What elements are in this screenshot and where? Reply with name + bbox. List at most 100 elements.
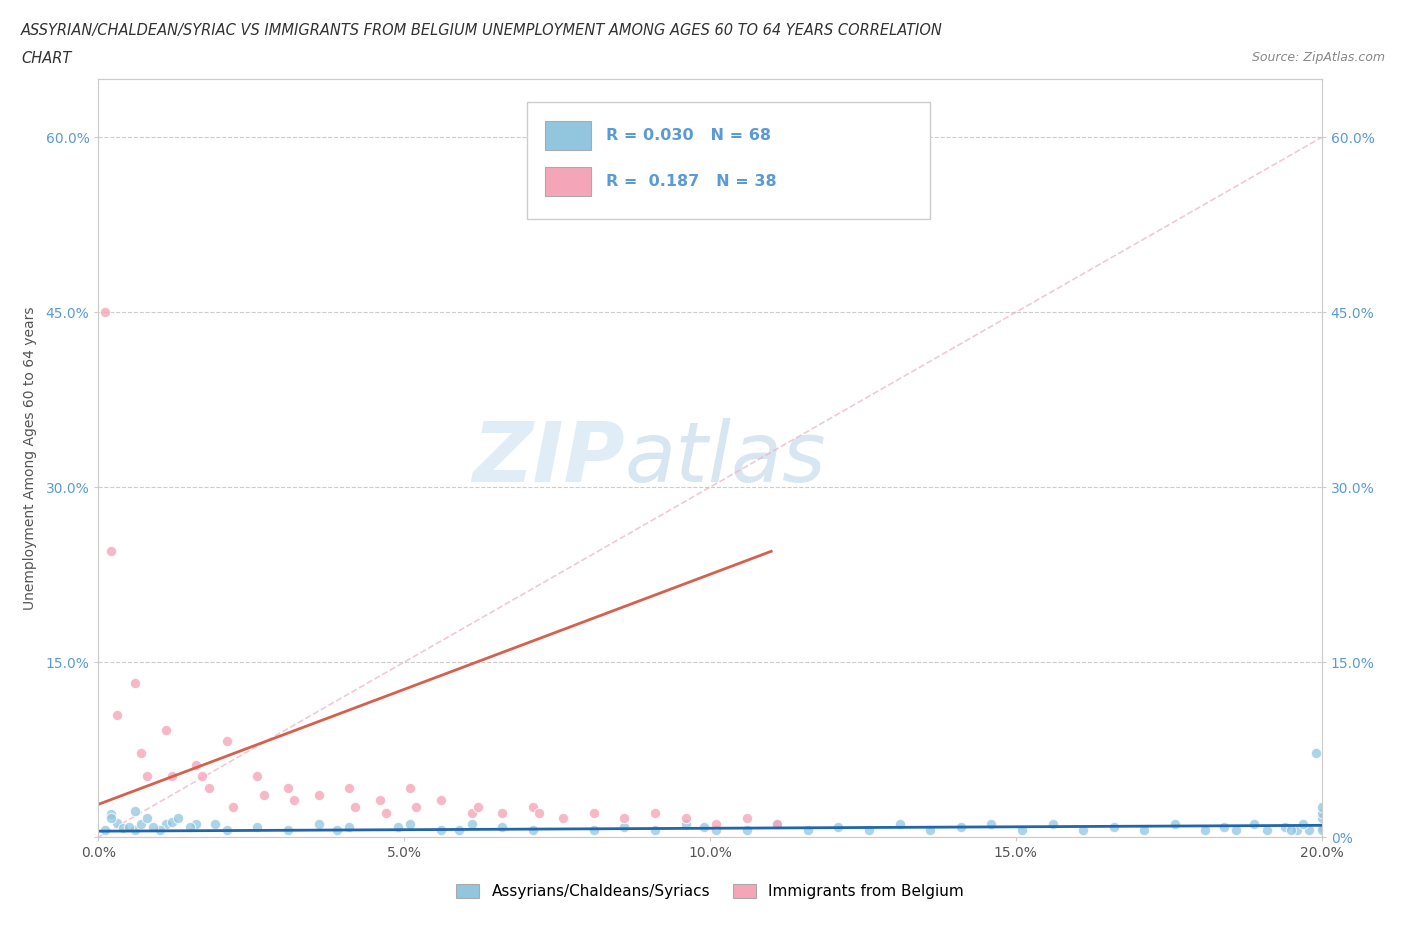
Point — [460, 817, 482, 831]
Point — [1292, 817, 1315, 831]
Point — [222, 799, 245, 814]
Point — [735, 811, 758, 826]
Point — [644, 805, 666, 820]
Point — [308, 788, 330, 803]
Point — [553, 811, 575, 826]
Point — [491, 805, 513, 820]
Point — [920, 822, 942, 837]
Point — [797, 822, 820, 837]
Point — [93, 305, 115, 320]
Point — [136, 811, 159, 826]
Point — [430, 792, 453, 807]
Point — [136, 769, 159, 784]
Point — [613, 819, 636, 834]
Text: R = 0.030   N = 68: R = 0.030 N = 68 — [606, 128, 770, 143]
Point — [337, 780, 360, 795]
Point — [105, 816, 128, 830]
Point — [613, 811, 636, 826]
Point — [337, 819, 360, 834]
Point — [827, 819, 849, 834]
Point — [124, 822, 146, 837]
Text: ZIP: ZIP — [472, 418, 624, 498]
Text: atlas: atlas — [624, 418, 827, 498]
Point — [100, 544, 122, 559]
Point — [704, 822, 727, 837]
Point — [1310, 819, 1333, 834]
Point — [1243, 817, 1265, 831]
Point — [277, 780, 299, 795]
Point — [215, 734, 238, 749]
Point — [326, 822, 349, 837]
Point — [399, 817, 422, 831]
Point — [277, 822, 299, 837]
Point — [449, 822, 471, 837]
Point — [93, 822, 115, 837]
Y-axis label: Unemployment Among Ages 60 to 64 years: Unemployment Among Ages 60 to 64 years — [22, 306, 37, 610]
Point — [129, 746, 152, 761]
Point — [246, 819, 269, 834]
Point — [527, 805, 550, 820]
Point — [889, 817, 911, 831]
Point — [129, 817, 152, 831]
Point — [858, 822, 880, 837]
Point — [1305, 746, 1327, 761]
Point — [368, 792, 391, 807]
Point — [693, 819, 716, 834]
Point — [1298, 822, 1320, 837]
Legend: Assyrians/Chaldeans/Syriacs, Immigrants from Belgium: Assyrians/Chaldeans/Syriacs, Immigrants … — [450, 878, 970, 905]
Point — [215, 822, 238, 837]
Point — [1042, 817, 1064, 831]
Point — [1102, 819, 1125, 834]
Point — [191, 769, 214, 784]
Point — [160, 769, 183, 784]
Point — [460, 805, 482, 820]
Point — [197, 780, 219, 795]
Point — [1256, 822, 1278, 837]
Point — [155, 723, 177, 737]
FancyBboxPatch shape — [526, 101, 931, 219]
Text: ASSYRIAN/CHALDEAN/SYRIAC VS IMMIGRANTS FROM BELGIUM UNEMPLOYMENT AMONG AGES 60 T: ASSYRIAN/CHALDEAN/SYRIAC VS IMMIGRANTS F… — [21, 23, 943, 38]
Point — [1310, 799, 1333, 814]
Point — [1225, 822, 1247, 837]
Point — [430, 822, 453, 837]
Point — [704, 817, 727, 831]
Point — [149, 822, 172, 837]
Point — [100, 811, 122, 826]
Point — [1133, 822, 1156, 837]
Point — [675, 817, 697, 831]
Point — [111, 820, 134, 835]
Text: R =  0.187   N = 38: R = 0.187 N = 38 — [606, 174, 776, 189]
Point — [100, 806, 122, 821]
Point — [1274, 819, 1296, 834]
Point — [155, 817, 177, 831]
Point — [186, 757, 208, 772]
Point — [644, 822, 666, 837]
Text: CHART: CHART — [21, 51, 72, 66]
Point — [766, 817, 789, 831]
Point — [252, 788, 274, 803]
Point — [980, 817, 1002, 831]
Point — [124, 675, 146, 690]
Text: Source: ZipAtlas.com: Source: ZipAtlas.com — [1251, 51, 1385, 64]
Point — [167, 811, 190, 826]
Point — [1286, 822, 1309, 837]
Point — [1011, 822, 1033, 837]
Point — [1194, 822, 1216, 837]
Point — [1164, 817, 1187, 831]
Point — [204, 817, 226, 831]
Point — [308, 817, 330, 831]
Point — [582, 822, 605, 837]
Point — [522, 822, 544, 837]
Point — [1310, 811, 1333, 826]
Point — [246, 769, 269, 784]
Point — [491, 819, 513, 834]
Point — [949, 819, 972, 834]
Point — [283, 792, 305, 807]
Point — [374, 805, 396, 820]
Point — [105, 707, 128, 722]
Point — [405, 799, 427, 814]
Point — [124, 804, 146, 818]
Point — [1071, 822, 1094, 837]
Point — [1279, 822, 1302, 837]
Point — [1310, 805, 1333, 820]
